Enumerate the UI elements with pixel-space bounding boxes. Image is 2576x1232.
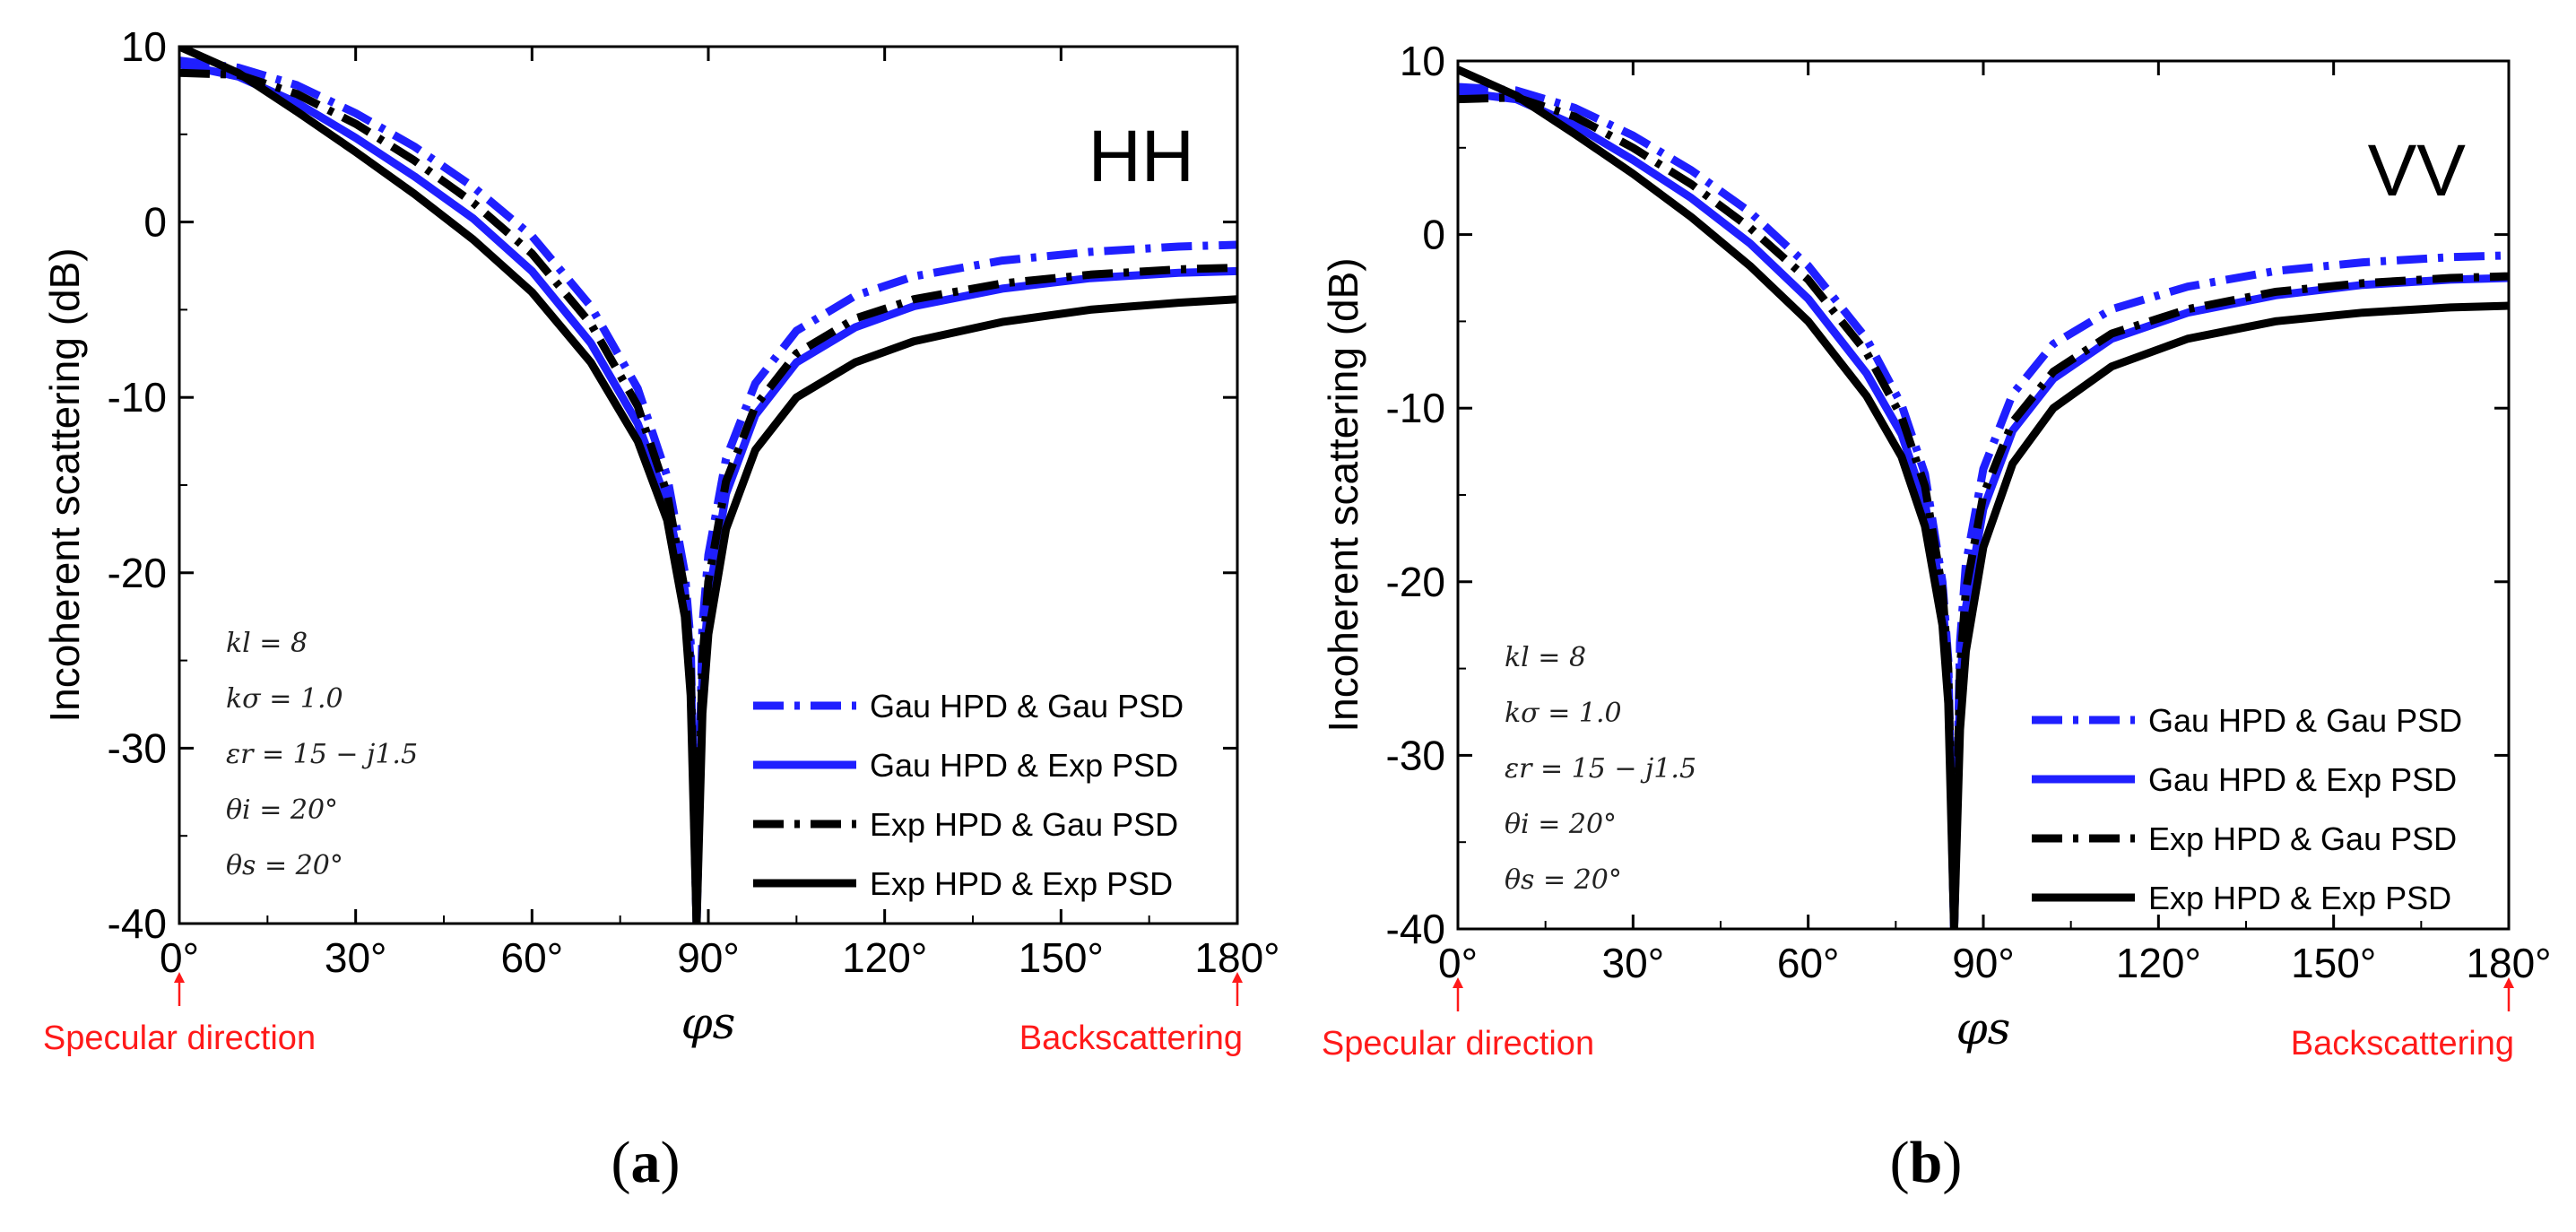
annotation-arrowhead <box>1453 977 1463 988</box>
y-axis-label: Incoherent scattering (dB) <box>41 247 88 722</box>
y-tick-label: -20 <box>1386 559 1445 605</box>
y-tick-label: -30 <box>1386 732 1445 778</box>
annotation-label: Backscattering <box>1019 1019 1243 1057</box>
y-tick-label: -40 <box>108 900 167 947</box>
series-line-0 <box>1458 82 2509 929</box>
y-tick-label: -10 <box>1386 385 1445 431</box>
parameter-text: εr = 15 − j1.5 <box>226 739 418 770</box>
caption-letter: a <box>631 1130 661 1195</box>
y-tick-label: -20 <box>108 550 167 596</box>
parameter-text: θs = 20° <box>1505 864 1622 896</box>
x-axis-label: φs <box>1956 1002 2011 1054</box>
x-tick-label: 90° <box>1952 940 2015 986</box>
x-tick-label: 150° <box>2291 940 2376 986</box>
x-tick-label: 30° <box>1602 940 1665 986</box>
parameter-text: kσ = 1.0 <box>1505 698 1622 729</box>
series-line-3 <box>179 47 1237 924</box>
legend-entry: Exp HPD & Exp PSD <box>2148 880 2451 916</box>
legend-entry: Gau HPD & Gau PSD <box>870 688 1184 724</box>
x-tick-label: 30° <box>325 934 387 981</box>
parameter-text: kl = 8 <box>1505 642 1586 673</box>
caption-close: ) <box>1942 1130 1962 1195</box>
polarization-label: HH <box>1089 116 1194 197</box>
caption-open: ( <box>611 1130 631 1195</box>
y-tick-label: -40 <box>1386 906 1445 952</box>
caption-letter: b <box>1910 1130 1943 1195</box>
legend-entry: Gau HPD & Gau PSD <box>2148 702 2462 739</box>
annotation-label: Specular direction <box>43 1019 316 1057</box>
caption-open: ( <box>1890 1130 1910 1195</box>
parameter-text: θi = 20° <box>1505 809 1617 840</box>
x-tick-label: 120° <box>842 934 927 981</box>
x-tick-label: 120° <box>2116 940 2201 986</box>
y-tick-label: 10 <box>1400 38 1445 84</box>
series-group <box>1458 65 2509 929</box>
y-tick-label: 0 <box>1422 212 1445 258</box>
x-tick-label: 60° <box>501 934 564 981</box>
parameter-text: θs = 20° <box>226 850 343 881</box>
legend-entry: Gau HPD & Exp PSD <box>2148 761 2457 798</box>
annotation-arrowhead <box>174 972 185 983</box>
chart-panel-b: 100-10-20-30-400° 30° 60° 90° 120° 150° 180°In… <box>1320 38 2552 1195</box>
parameter-text: εr = 15 − j1.5 <box>1505 753 1696 785</box>
caption-close: ) <box>661 1130 681 1195</box>
annotation-label: Specular direction <box>1322 1025 1594 1063</box>
annotation-arrowhead <box>1232 972 1243 983</box>
annotation-label: Backscattering <box>2291 1025 2514 1063</box>
legend-entry: Exp HPD & Gau PSD <box>870 806 1178 843</box>
x-tick-label: 90° <box>677 934 740 981</box>
y-tick-label: 10 <box>121 23 167 70</box>
series-line-3 <box>1458 65 2509 929</box>
annotation-arrowhead <box>2503 977 2514 988</box>
polarization-label: VV <box>2368 130 2467 212</box>
parameter-text: θi = 20° <box>226 794 338 826</box>
legend-entry: Gau HPD & Exp PSD <box>870 747 1178 784</box>
panel-caption: (b) <box>1890 1130 1963 1195</box>
x-axis-label: φs <box>681 997 736 1049</box>
x-tick-label: 60° <box>1777 940 1840 986</box>
y-tick-label: -10 <box>108 374 167 421</box>
chart-panel-a: 100-10-20-30-400° 30° 60° 90° 120° 150° 180°In… <box>41 23 1280 1195</box>
x-tick-label: 150° <box>1019 934 1104 981</box>
legend-entry: Exp HPD & Exp PSD <box>870 865 1173 902</box>
y-tick-label: 0 <box>143 199 167 246</box>
parameter-text: kl = 8 <box>226 628 308 659</box>
series-group <box>179 47 1237 924</box>
parameter-text: kσ = 1.0 <box>226 683 343 715</box>
panel-caption: (a) <box>611 1130 681 1195</box>
legend-entry: Exp HPD & Gau PSD <box>2148 820 2457 857</box>
y-axis-label: Incoherent scattering (dB) <box>1320 257 1366 732</box>
y-tick-label: -30 <box>108 724 167 771</box>
